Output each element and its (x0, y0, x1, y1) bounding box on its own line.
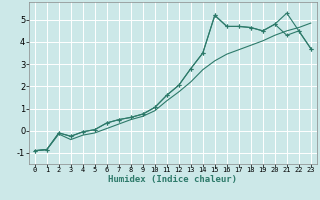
X-axis label: Humidex (Indice chaleur): Humidex (Indice chaleur) (108, 175, 237, 184)
